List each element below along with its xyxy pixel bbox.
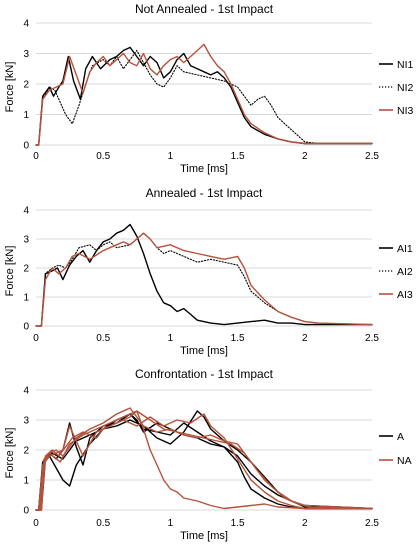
legend-label: NI1 — [397, 59, 414, 71]
series-line-unlabeled-4 — [35, 407, 373, 511]
y-tick-label: 1 — [23, 110, 29, 121]
chart-panel-2: Annealed - 1st Impact 0 1 2 3 4 0 0.5 1 1.5 2 2.5 Ti… — [4, 186, 413, 357]
legend-label: A — [397, 431, 404, 443]
x-tick-label: 0.5 — [96, 333, 110, 344]
x-tick-label: 0 — [33, 518, 39, 529]
y-tick-label: 3 — [23, 416, 29, 427]
chart-title: Confrontation - 1st Impact — [135, 367, 274, 381]
x-tick-label: 0.5 — [96, 151, 110, 162]
x-tick-label: 2 — [302, 151, 308, 162]
series-line-unlabeled-2 — [35, 413, 373, 511]
legend: AI1 AI2 AI3 — [379, 243, 413, 301]
chart-panel-1: Not Annealed - 1st Impact 0 1 2 3 4 0 0.5 1 1.5 2 2… — [4, 2, 414, 175]
x-tick-label: 2.5 — [365, 151, 379, 162]
x-tick-label: 2.5 — [365, 518, 379, 529]
chart-panel-3: Confrontation - 1st Impact 0 1 2 3 4 0 0.5 1 1.5 2… — [4, 367, 412, 542]
legend: NI1 NI2 NI3 — [379, 59, 414, 117]
x-tick-label: 0.5 — [96, 518, 110, 529]
series-line-unlabeled-5 — [35, 413, 373, 511]
legend-label: AI3 — [397, 289, 413, 301]
y-axis-label: Force [kN] — [4, 428, 16, 479]
series-line-ai2 — [35, 232, 373, 327]
y-tick-label: 2 — [23, 264, 29, 275]
series-line-ai3 — [35, 232, 373, 327]
x-tick-label: 2 — [302, 333, 308, 344]
series-line-ni1 — [35, 46, 373, 146]
series-line-ni2 — [35, 49, 373, 146]
x-tick-label: 1.5 — [231, 151, 245, 162]
legend-label: AI1 — [397, 243, 413, 255]
x-tick-label: 1 — [168, 518, 174, 529]
legend: A NA — [379, 431, 412, 467]
y-tick-label: 0 — [23, 322, 29, 333]
x-tick-label: 1.5 — [231, 518, 245, 529]
y-tick-label: 0 — [23, 141, 29, 152]
x-axis-label: Time [ms] — [180, 530, 228, 542]
x-axis-label: Time [ms] — [180, 345, 228, 357]
y-tick-label: 2 — [23, 80, 29, 91]
series-line-na — [35, 410, 373, 511]
x-tick-label: 2.5 — [365, 333, 379, 344]
x-tick-label: 2 — [302, 518, 308, 529]
y-tick-label: 0 — [23, 506, 29, 517]
x-tick-label: 1 — [168, 333, 174, 344]
series-line-unlabeled-1 — [35, 410, 373, 511]
x-axis-label: Time [ms] — [180, 163, 228, 175]
legend-label: NI2 — [397, 82, 414, 94]
x-tick-label: 1 — [168, 151, 174, 162]
series-line-unlabeled-6 — [35, 410, 373, 511]
x-tick-label: 0 — [33, 333, 39, 344]
y-tick-label: 4 — [23, 386, 29, 397]
legend-label: NI3 — [397, 105, 414, 117]
y-tick-label: 3 — [23, 235, 29, 246]
y-tick-label: 1 — [23, 293, 29, 304]
chart-title: Not Annealed - 1st Impact — [135, 2, 274, 16]
legend-label: AI2 — [397, 266, 413, 278]
y-tick-label: 1 — [23, 476, 29, 487]
y-axis-label: Force [kN] — [4, 246, 16, 297]
legend-label: NA — [397, 455, 412, 467]
series-line-a — [35, 413, 373, 511]
chart-title: Annealed - 1st Impact — [146, 186, 263, 200]
series-line-ni3 — [35, 43, 373, 146]
y-tick-label: 4 — [23, 19, 29, 30]
x-tick-label: 0 — [33, 151, 39, 162]
x-tick-label: 1.5 — [231, 333, 245, 344]
y-tick-label: 3 — [23, 49, 29, 60]
series-line-ai1 — [35, 223, 373, 327]
y-tick-label: 4 — [23, 206, 29, 217]
y-tick-label: 2 — [23, 446, 29, 457]
y-axis-label: Force [kN] — [4, 62, 16, 113]
